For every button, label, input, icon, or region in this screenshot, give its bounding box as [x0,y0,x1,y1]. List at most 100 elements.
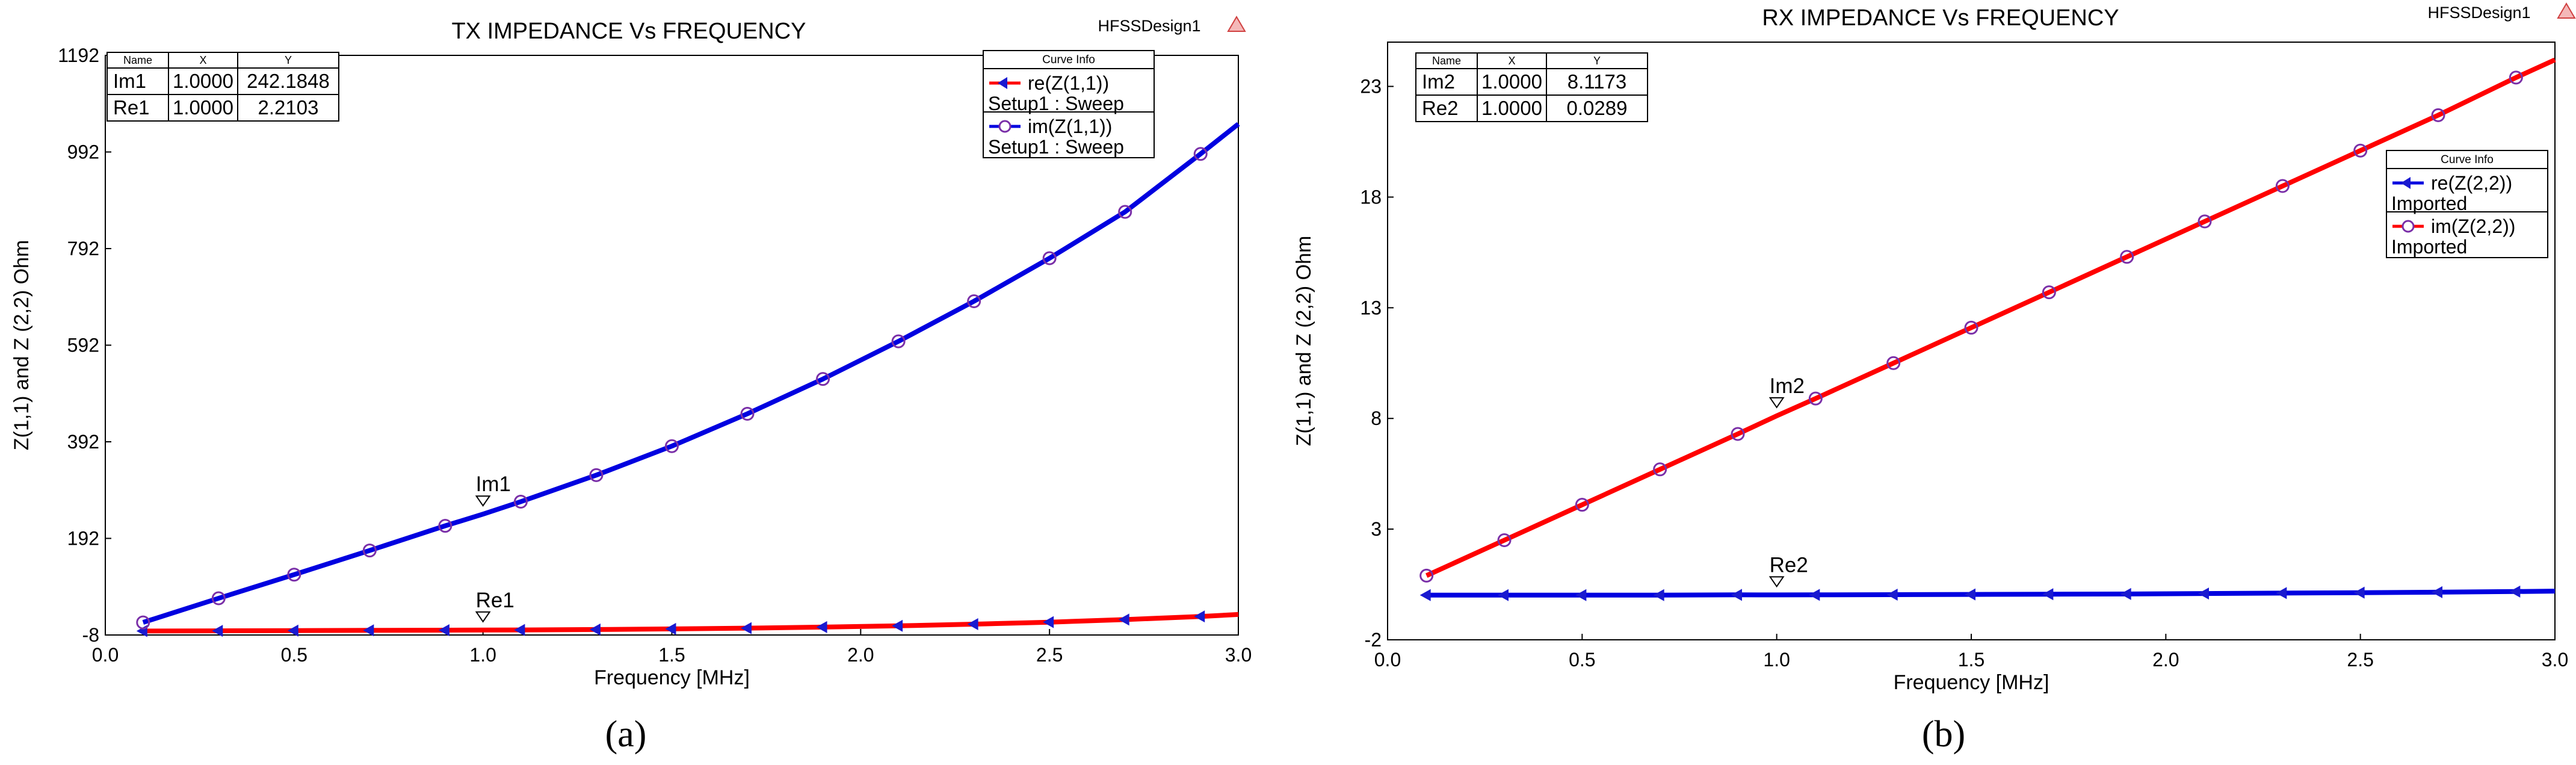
data-point [1419,568,1434,583]
data-point [362,544,377,558]
data-point [438,519,452,533]
legend-series-name: re(Z(2,2)) [2431,172,2512,194]
data-point [1193,147,1208,161]
legend-marker [998,120,1012,133]
data-point [1964,320,1978,335]
data-point [287,568,301,582]
design-name: HFSSDesign1 [1098,17,1200,35]
y-axis-label: Z(1,1) and Z (2,2) Ohm [1293,236,1315,447]
data-point [2509,585,2521,598]
data-point [2431,108,2445,122]
y-tick-label: 592 [67,335,99,356]
legend-series-source: Imported [2391,236,2467,258]
chart-title: TX IMPEDANCE Vs FREQUENCY [451,19,806,44]
y-tick-label: 792 [67,238,99,259]
table-cell: 0.0289 [1567,97,1628,119]
x-axis-label: Frequency [MHz] [594,666,750,689]
legend-series-name: re(Z(1,1)) [1028,72,1109,94]
data-point [1497,533,1512,547]
warning-icon [1227,16,1246,32]
chart-title: RX IMPEDANCE Vs FREQUENCY [1762,5,2119,31]
data-point [513,495,528,509]
data-point [665,439,679,453]
data-point [1194,610,1205,623]
warning-icon [2557,2,2576,19]
x-tick-label: 0.0 [92,644,119,666]
marker-label: Im1 [476,472,511,496]
table-cell: 1.0000 [1481,70,1542,93]
x-axis-label: Frequency [MHz] [1894,671,2049,694]
table-header: X [199,54,206,66]
table-header: Name [123,54,152,66]
legend-series-source: Imported [2391,193,2467,214]
data-point [1886,588,1898,601]
chart-b: RX IMPEDANCE Vs FREQUENCY HFSSDesign1 -2 3 8… [1293,2,2576,755]
y-tick-label: -2 [1365,629,1382,651]
data-point [363,624,374,637]
data-point [1653,462,1667,477]
data-point [1118,613,1129,626]
data-point [2353,586,2365,599]
data-point [211,591,226,605]
marker-table [1415,52,1648,122]
x-tick-label: 1.5 [1958,649,1985,671]
data-point [2042,285,2056,300]
data-point [589,623,601,636]
data-point [2198,214,2212,229]
table-cell: Im2 [1422,70,1455,93]
y-tick-label: 13 [1360,297,1382,318]
x-tick-label: 1.0 [469,644,496,666]
data-point [1653,589,1664,601]
marker-triangle [1768,576,1785,588]
y-tick-label: -8 [82,624,99,646]
table-cell: Re2 [1422,97,1459,119]
x-tick-label: 0.0 [1374,649,1401,671]
y-tick-label: 3 [1371,518,1382,540]
x-tick-label: 1.5 [658,644,685,666]
data-point [1731,589,1742,601]
data-point [287,624,298,637]
x-tick-label: 2.5 [2347,649,2373,671]
legend-series-name: im(Z(2,2)) [2431,215,2515,237]
legend-series-source: Setup1 : Sweep [988,136,1124,158]
y-tick-label: 18 [1360,186,1382,208]
y-tick-label: 992 [67,141,99,163]
x-tick-label: 3.0 [1225,644,1252,666]
data-point [967,294,981,308]
data-point [514,624,525,636]
panel-label: (b) [1922,714,1965,755]
data-point [438,624,449,636]
table-header: Y [1593,55,1601,67]
legend-series-source: Setup1 : Sweep [988,93,1124,114]
data-point [1118,205,1132,219]
marker-table [107,52,339,122]
y-tick-label: 23 [1360,76,1382,98]
data-point [1419,589,1431,601]
x-tick-label: 0.5 [1569,649,1595,671]
data-point [2042,588,2054,601]
design-name: HFSSDesign1 [2427,4,2530,22]
marker-label: Re1 [476,589,514,612]
data-point [665,622,676,635]
data-point [212,625,223,637]
plot-area [1387,42,2556,640]
data-point [2509,70,2523,85]
data-point [891,334,906,348]
data-point [1886,356,1901,370]
data-point [1042,251,1057,265]
y-tick-label: 1192 [58,45,99,66]
data-point [741,622,752,634]
table-header: X [1508,55,1515,67]
data-point [967,618,978,631]
marker-triangle [475,495,491,507]
data-point [1498,589,1509,601]
table-header: Name [1432,55,1461,67]
data-point [2276,587,2287,599]
data-point [2198,587,2209,600]
data-point [2353,143,2368,158]
legend-marker [2401,177,2411,189]
chart-a: TX IMPEDANCE Vs FREQUENCY HFSSDesign1 -8 19… [10,16,1252,755]
table-cell: Re1 [113,96,150,119]
data-point [2275,179,2290,193]
data-point [136,615,150,630]
